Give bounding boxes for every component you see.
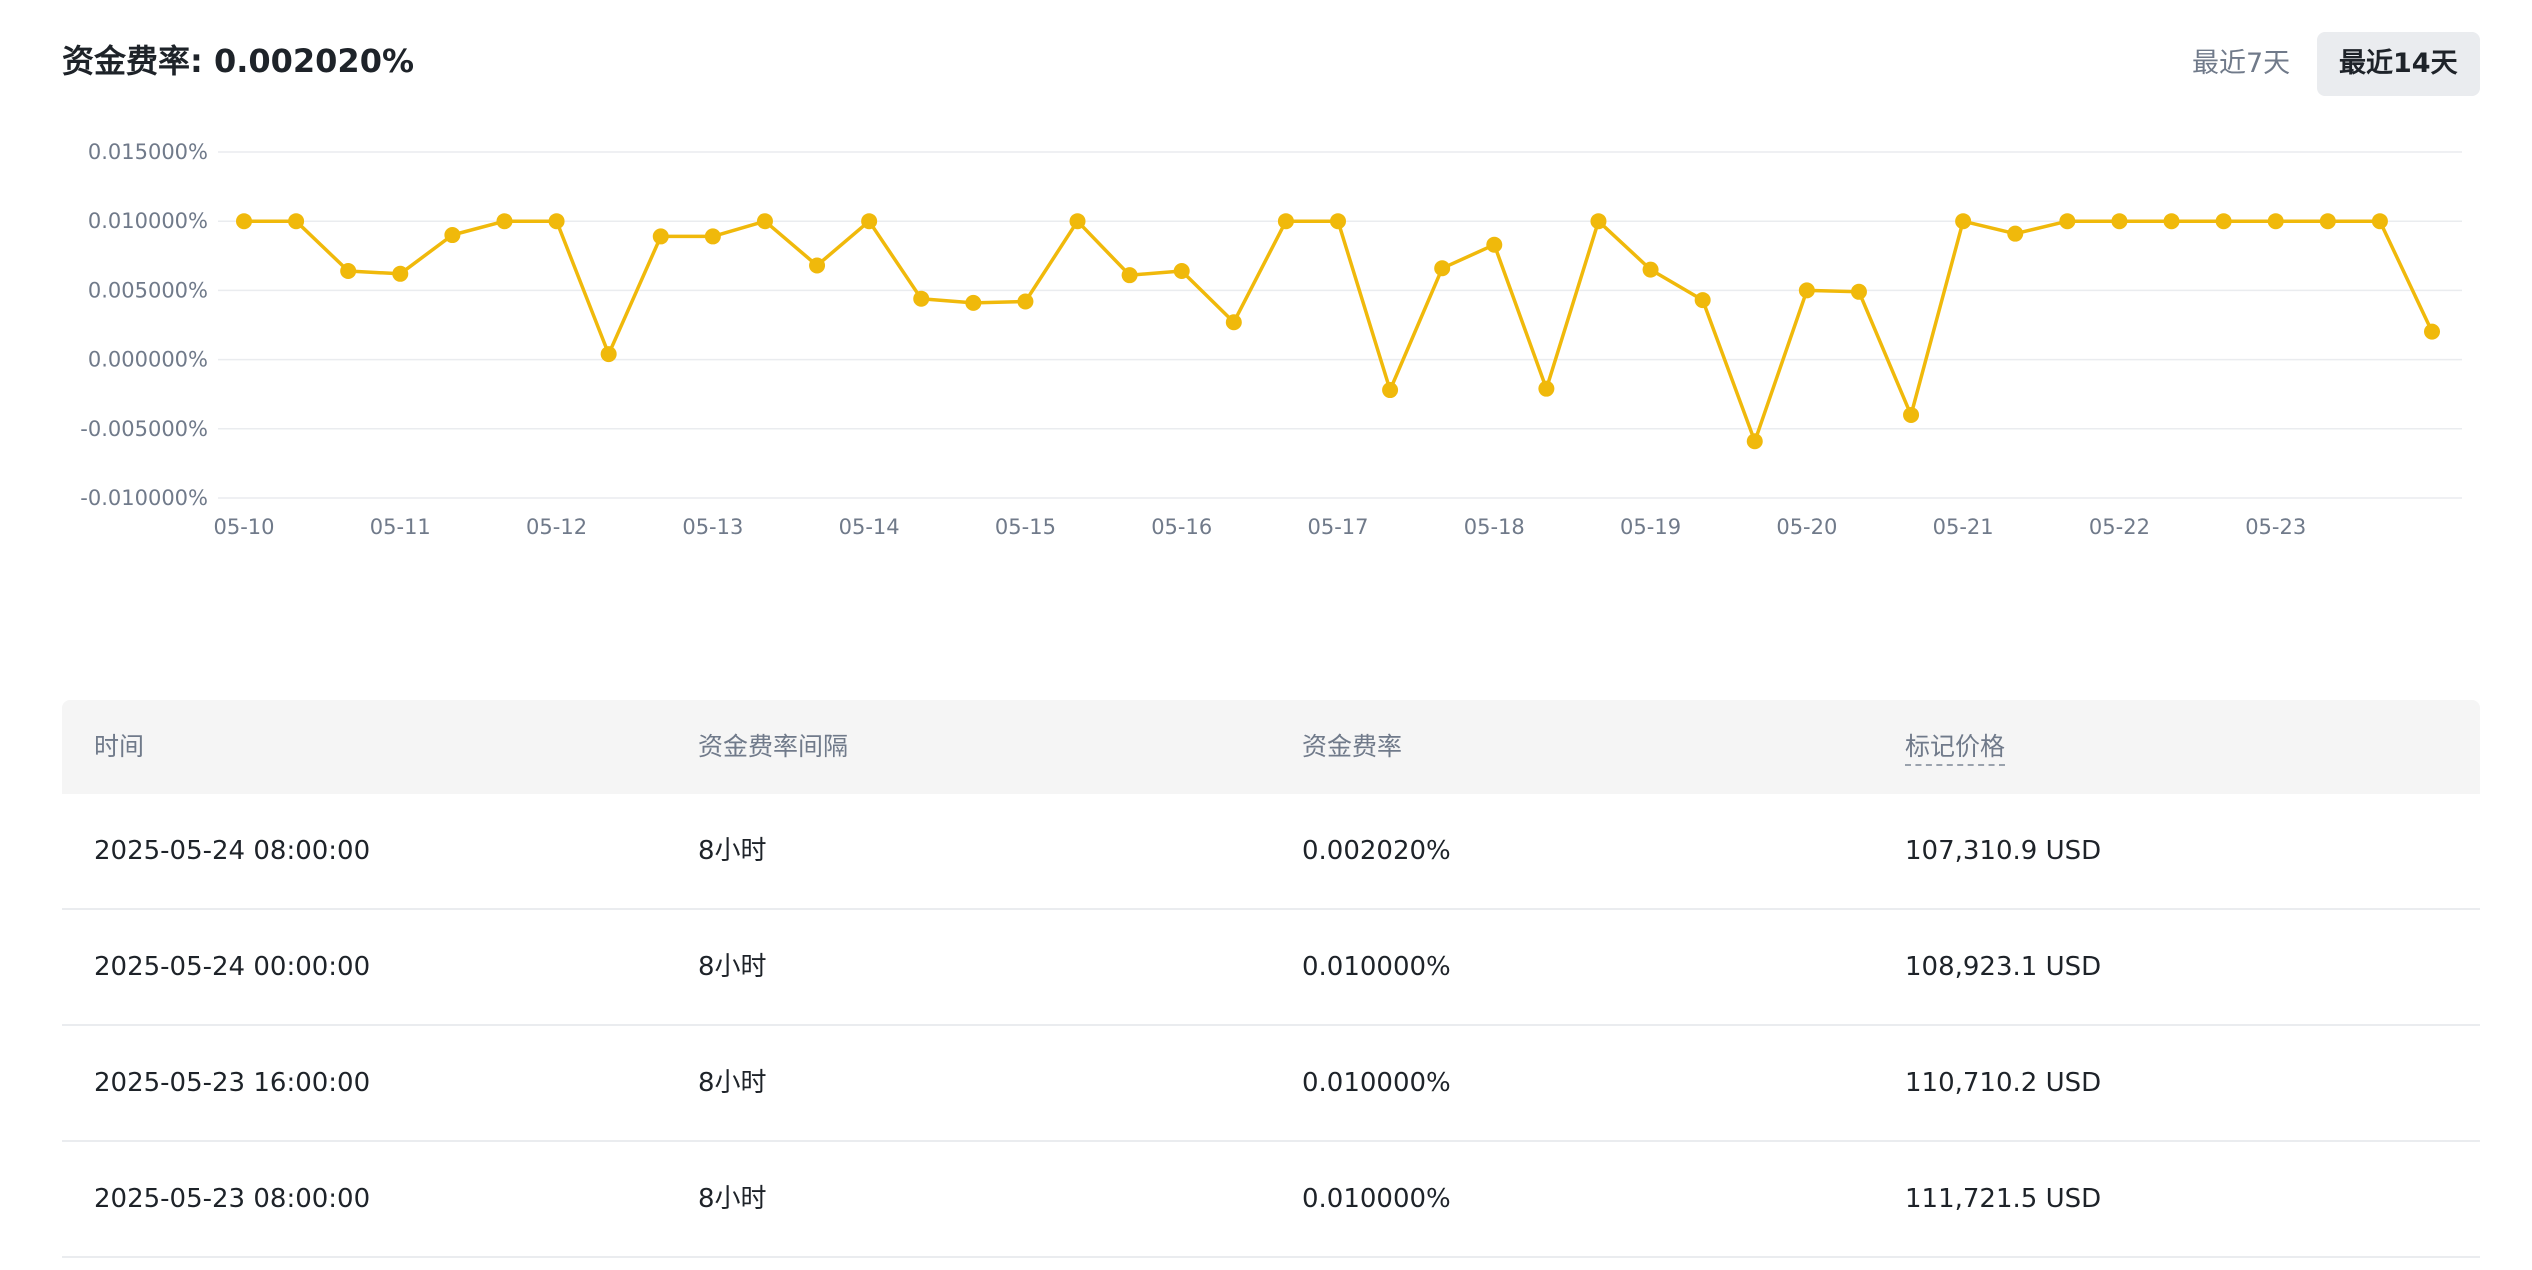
x-tick-label: 05-18 (1464, 515, 1525, 539)
cell-time: 2025-05-24 08:00:00 (94, 836, 371, 866)
x-tick-label: 05-10 (213, 515, 274, 539)
y-tick-label: -0.005000% (80, 417, 208, 441)
data-point[interactable] (1642, 261, 1659, 278)
cell-mark-price: 107,310.9 USD (1905, 836, 2102, 866)
data-point[interactable] (1069, 213, 1086, 230)
x-tick-label: 05-14 (839, 515, 900, 539)
table-row: 2025-05-23 08:00:00 8小时 0.010000% 111,72… (62, 1142, 2480, 1258)
x-tick-label: 05-21 (1933, 515, 1994, 539)
cell-time: 2025-05-24 00:00:00 (94, 952, 371, 982)
table-row: 2025-05-24 00:00:00 8小时 0.010000% 108,92… (62, 910, 2480, 1026)
data-point[interactable] (2059, 213, 2076, 230)
data-point[interactable] (600, 346, 617, 363)
x-tick-label: 05-22 (2089, 515, 2150, 539)
x-tick-label: 05-23 (2245, 515, 2306, 539)
x-tick-label: 05-15 (995, 515, 1056, 539)
y-tick-label: 0.005000% (88, 278, 208, 302)
data-point[interactable] (2215, 213, 2232, 230)
x-tick-label: 05-19 (1620, 515, 1681, 539)
header-time: 时间 (94, 732, 145, 761)
cell-mark-price: 111,721.5 USD (1905, 1184, 2102, 1214)
data-point[interactable] (340, 263, 357, 280)
cell-interval: 8小时 (698, 836, 767, 866)
data-point[interactable] (861, 213, 878, 230)
data-point[interactable] (704, 228, 721, 245)
cell-mark-price: 108,923.1 USD (1905, 952, 2102, 982)
data-point[interactable] (1538, 380, 1555, 397)
cell-interval: 8小时 (698, 1068, 767, 1098)
data-point[interactable] (1590, 213, 1607, 230)
funding-rate-table: 时间 资金费率间隔 资金费率 标记价格 2025-05-24 08:00:00 … (62, 700, 2480, 1258)
data-point[interactable] (392, 265, 409, 282)
cell-mark-price: 110,710.2 USD (1905, 1068, 2102, 1098)
data-point[interactable] (236, 213, 252, 230)
data-point[interactable] (1173, 263, 1190, 280)
cell-interval: 8小时 (698, 1184, 767, 1214)
cell-rate: 0.010000% (1302, 1184, 1451, 1214)
data-point[interactable] (2007, 225, 2024, 242)
x-tick-label: 05-12 (526, 515, 587, 539)
data-point[interactable] (1903, 406, 1920, 423)
x-tick-label: 05-20 (1776, 515, 1837, 539)
header-interval: 资金费率间隔 (698, 732, 849, 761)
table-row: 2025-05-23 16:00:00 8小时 0.010000% 110,71… (62, 1026, 2480, 1142)
data-point[interactable] (1434, 260, 1451, 277)
y-tick-label: 0.000000% (88, 348, 208, 372)
data-point[interactable] (965, 294, 982, 311)
data-point[interactable] (1121, 267, 1138, 284)
x-tick-label: 05-11 (370, 515, 431, 539)
data-point[interactable] (1330, 213, 1346, 230)
series-line (244, 219, 2434, 444)
funding-rate-chart: 0.015000% 0.010000% 0.005000% 0.000000% -0.0… (80, 140, 2462, 539)
data-point[interactable] (2424, 323, 2440, 340)
cell-time: 2025-05-23 08:00:00 (94, 1184, 371, 1214)
cell-rate: 0.010000% (1302, 952, 1451, 982)
table-header: 时间 资金费率间隔 资金费率 标记价格 (62, 700, 2480, 794)
y-tick-label: 0.010000% (88, 209, 208, 233)
cell-rate: 0.002020% (1302, 836, 1451, 866)
data-point[interactable] (2111, 213, 2128, 230)
data-point[interactable] (444, 227, 461, 244)
data-point[interactable] (652, 228, 669, 245)
data-point[interactable] (2267, 213, 2284, 230)
data-point[interactable] (2319, 213, 2336, 230)
data-point[interactable] (1225, 314, 1242, 331)
x-tick-label: 05-13 (682, 515, 743, 539)
funding-rate-title: 资金费率: 0.002020% (62, 42, 415, 80)
cell-time: 2025-05-23 16:00:00 (94, 1068, 371, 1098)
x-tick-label: 05-16 (1151, 515, 1212, 539)
data-point[interactable] (1955, 213, 1972, 230)
data-point[interactable] (1798, 282, 1815, 299)
data-point[interactable] (1382, 382, 1399, 399)
table-row: 2025-05-24 08:00:00 8小时 0.002020% 107,31… (62, 794, 2480, 910)
header-mark-price-label[interactable]: 标记价格 (1905, 732, 2006, 766)
data-point[interactable] (1850, 283, 1867, 300)
data-point[interactable] (1746, 433, 1763, 450)
range-14-days-button[interactable]: 最近14天 (2317, 32, 2480, 96)
header-mark-price[interactable]: 标记价格 (1905, 700, 2006, 794)
data-point[interactable] (756, 213, 773, 230)
x-tick-label: 05-17 (1307, 515, 1368, 539)
y-tick-label: 0.015000% (88, 140, 208, 164)
data-point[interactable] (2163, 213, 2180, 230)
cell-interval: 8小时 (698, 952, 767, 982)
cell-rate: 0.010000% (1302, 1068, 1451, 1098)
data-point[interactable] (809, 257, 826, 274)
data-point[interactable] (1277, 213, 1294, 230)
range-7-days-button[interactable]: 最近7天 (2192, 48, 2291, 79)
data-point[interactable] (1694, 292, 1711, 309)
data-point[interactable] (496, 213, 513, 230)
data-point[interactable] (1017, 293, 1034, 310)
data-point[interactable] (2371, 213, 2388, 230)
data-point[interactable] (913, 290, 930, 307)
data-point[interactable] (1486, 236, 1503, 253)
header-rate: 资金费率 (1302, 732, 1403, 761)
data-point[interactable] (288, 213, 305, 230)
data-point[interactable] (548, 213, 565, 230)
y-tick-label: -0.010000% (80, 486, 208, 510)
